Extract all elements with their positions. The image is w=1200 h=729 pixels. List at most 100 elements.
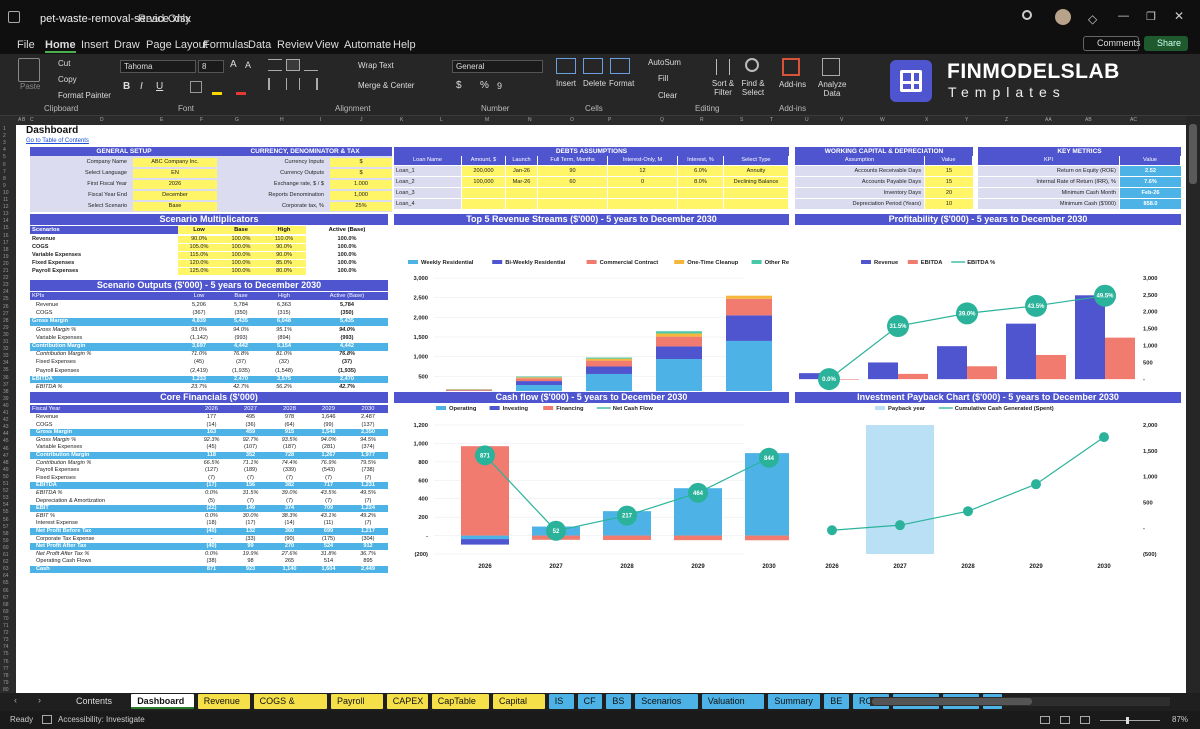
- debts-cell[interactable]: [608, 199, 678, 209]
- worksheet[interactable]: Dashboard Go to Table of Contents GENERA…: [16, 125, 1186, 693]
- table-input[interactable]: 2026: [133, 180, 217, 189]
- find-select-icon[interactable]: [745, 58, 759, 72]
- debts-cell[interactable]: [724, 188, 789, 198]
- wrap-text-button[interactable]: Wrap Text: [358, 61, 394, 70]
- font-size-select[interactable]: 8: [198, 60, 224, 73]
- table-input[interactable]: 1,000: [330, 191, 392, 200]
- table-input[interactable]: December: [133, 191, 217, 200]
- debts-cell[interactable]: 200,000: [462, 166, 506, 176]
- sheet-tab[interactable]: Payroll: [331, 694, 383, 709]
- number-format-select[interactable]: General: [452, 60, 543, 73]
- working_capital-value[interactable]: 10: [925, 199, 973, 209]
- align-bottom-icon[interactable]: [304, 59, 318, 71]
- borders-icon[interactable]: [190, 81, 202, 93]
- debts-cell[interactable]: 0: [608, 177, 678, 187]
- smult-cell[interactable]: 100.0%: [220, 252, 262, 259]
- paste-icon[interactable]: [18, 58, 40, 82]
- autosum-button[interactable]: AutoSum: [648, 58, 681, 67]
- debts-cell[interactable]: Annuity: [724, 166, 789, 176]
- macro-icon[interactable]: [42, 715, 52, 724]
- align-right-icon[interactable]: [304, 78, 318, 90]
- font-name-select[interactable]: Tahoma: [120, 60, 196, 73]
- fill-button[interactable]: Fill: [658, 74, 669, 83]
- sheet-tab[interactable]: Scenarios: [635, 694, 698, 709]
- menu-formulas[interactable]: Formulas: [203, 39, 249, 51]
- delete-cells-button[interactable]: Delete: [583, 79, 607, 88]
- zoom-level[interactable]: 87%: [1172, 715, 1189, 724]
- currency-icon[interactable]: $: [456, 80, 462, 91]
- menu-automate[interactable]: Automate: [344, 39, 392, 51]
- debts-cell[interactable]: [538, 188, 608, 198]
- diamond-icon[interactable]: ◇: [1088, 12, 1098, 26]
- comments-button[interactable]: Comments: [1083, 36, 1141, 51]
- font-color-icon[interactable]: [236, 92, 246, 95]
- debts-cell[interactable]: 90: [538, 166, 608, 176]
- vertical-scrollbar[interactable]: [1186, 116, 1200, 693]
- debts-cell[interactable]: [462, 199, 506, 209]
- close-icon[interactable]: ✕: [1174, 9, 1185, 23]
- debts-cell[interactable]: [506, 188, 538, 198]
- addins-button[interactable]: Add-ins: [779, 80, 807, 89]
- menu-page-layout[interactable]: Page Layout: [146, 39, 208, 51]
- smult-cell[interactable]: 90.0%: [262, 252, 306, 259]
- addins-icon[interactable]: [782, 58, 800, 76]
- sheet-tab[interactable]: CapTable: [431, 694, 489, 709]
- smult-cell[interactable]: 120.0%: [178, 260, 220, 267]
- align-middle-icon[interactable]: [286, 59, 300, 71]
- debts-cell[interactable]: 60: [538, 177, 608, 187]
- debts-cell[interactable]: [506, 199, 538, 209]
- smult-cell[interactable]: 125.0%: [178, 268, 220, 275]
- page-break-view-icon[interactable]: [1080, 716, 1090, 724]
- working_capital-value[interactable]: 15: [925, 177, 973, 187]
- menu-insert[interactable]: Insert: [81, 39, 109, 51]
- insert-cells-button[interactable]: Insert: [556, 79, 577, 88]
- smult-cell[interactable]: 90.0%: [178, 236, 220, 243]
- smult-cell[interactable]: 85.0%: [262, 260, 306, 267]
- debts-cell[interactable]: 8.0%: [678, 177, 724, 187]
- table-input[interactable]: $: [330, 169, 392, 178]
- debts-cell[interactable]: Jan-26: [506, 166, 538, 176]
- sheet-tab[interactable]: Contents: [76, 696, 113, 706]
- normal-view-icon[interactable]: [1040, 716, 1050, 724]
- align-top-icon[interactable]: [268, 59, 282, 71]
- zoom-slider[interactable]: [1100, 717, 1160, 724]
- working_capital-value[interactable]: 20: [925, 188, 973, 198]
- format-cells-button[interactable]: Format: [609, 79, 635, 88]
- align-left-icon[interactable]: [268, 78, 282, 90]
- paste-button[interactable]: Paste: [20, 82, 41, 91]
- page-layout-view-icon[interactable]: [1060, 716, 1070, 724]
- sheet-tab[interactable]: IS: [548, 694, 574, 709]
- merge-center-button[interactable]: Merge & Center: [358, 81, 415, 90]
- find-select-button[interactable]: Find & Select: [741, 79, 765, 97]
- italic-icon[interactable]: I: [140, 81, 143, 92]
- debts-cell[interactable]: 6.0%: [678, 166, 724, 176]
- sheet-tab[interactable]: Dashboard: [131, 694, 194, 709]
- file-mode[interactable]: Read-Only: [138, 13, 191, 25]
- next-sheet-icon[interactable]: ›: [38, 695, 41, 705]
- share-button[interactable]: Share: [1144, 36, 1188, 51]
- toc-link[interactable]: Go to Table of Contents: [26, 138, 89, 144]
- table-input[interactable]: Base: [133, 202, 217, 211]
- smult-cell[interactable]: 100.0%: [220, 260, 262, 267]
- insert-cells-icon[interactable]: [556, 58, 576, 74]
- debts-cell[interactable]: Declining Balance: [724, 177, 789, 187]
- sort-filter-button[interactable]: Sort & Filter: [711, 79, 735, 97]
- analyze-data-icon[interactable]: [822, 58, 840, 76]
- menu-draw[interactable]: Draw: [114, 39, 140, 51]
- sheet-tab[interactable]: COGS & OPEX: [253, 694, 327, 721]
- sheet-tab[interactable]: CF: [577, 694, 603, 709]
- bold-icon[interactable]: B: [123, 81, 131, 92]
- search-icon[interactable]: [1022, 10, 1032, 20]
- sheet-tab[interactable]: Summary: [768, 694, 821, 709]
- table-input[interactable]: $: [330, 158, 392, 167]
- grow-font-icon[interactable]: A: [230, 59, 237, 70]
- working_capital-value[interactable]: 15: [925, 166, 973, 176]
- debts-cell[interactable]: 100,000: [462, 177, 506, 187]
- sort-filter-icon[interactable]: [716, 59, 730, 75]
- debts-cell[interactable]: [678, 188, 724, 198]
- table-input[interactable]: 25%: [330, 202, 392, 211]
- copy-button[interactable]: Copy: [58, 75, 77, 84]
- analyze-data-button[interactable]: Analyze Data: [818, 80, 847, 98]
- accessibility-status[interactable]: Accessibility: Investigate: [58, 715, 145, 724]
- shrink-font-icon[interactable]: A: [245, 60, 252, 70]
